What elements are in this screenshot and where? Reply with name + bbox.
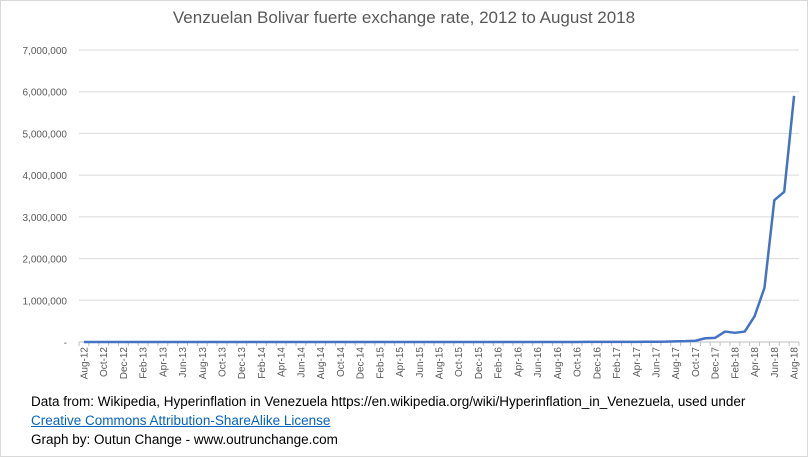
x-tick-label: Oct-15 bbox=[454, 347, 465, 377]
y-tick-label: 6,000,000 bbox=[23, 88, 68, 99]
x-tick-label: Jun-13 bbox=[178, 347, 189, 378]
x-tick-label: Aug-12 bbox=[79, 347, 90, 380]
x-tick-label: Dec-16 bbox=[592, 347, 603, 380]
y-tick-label: - bbox=[64, 338, 67, 349]
x-tick-label: Oct-16 bbox=[573, 347, 584, 377]
x-tick-label: Oct-13 bbox=[218, 347, 229, 377]
x-tick-label: Jun-18 bbox=[770, 347, 781, 378]
x-tick-label: Jun-14 bbox=[296, 347, 307, 378]
x-tick-label: Apr-17 bbox=[632, 347, 643, 377]
x-tick-label: Aug-16 bbox=[553, 347, 564, 380]
x-tick-label: Feb-18 bbox=[730, 347, 741, 379]
y-tick-label: 1,000,000 bbox=[23, 296, 68, 307]
x-tick-label: Dec-15 bbox=[474, 347, 485, 380]
x-tick-label: Aug-14 bbox=[316, 347, 327, 380]
x-tick-label: Aug-15 bbox=[435, 347, 446, 380]
x-tick-label: Oct-12 bbox=[99, 347, 110, 377]
x-tick-label: Apr-13 bbox=[158, 347, 169, 377]
x-tick-label: Aug-18 bbox=[790, 347, 801, 380]
x-tick-label: Apr-18 bbox=[750, 347, 761, 377]
x-tick-label: Feb-17 bbox=[612, 347, 623, 379]
x-tick-label: Apr-16 bbox=[513, 347, 524, 377]
x-tick-label: Apr-14 bbox=[277, 347, 288, 377]
source-note: Data from: Wikipedia, Hyperinflation in … bbox=[31, 394, 746, 409]
x-tick-label: Jun-16 bbox=[533, 347, 544, 378]
x-tick-label: Feb-13 bbox=[139, 347, 150, 379]
x-tick-label: Jun-17 bbox=[651, 347, 662, 378]
y-tick-label: 2,000,000 bbox=[23, 255, 68, 266]
x-tick-label: Oct-14 bbox=[336, 347, 347, 377]
x-tick-label: Apr-15 bbox=[395, 347, 406, 377]
x-tick-label: Aug-13 bbox=[198, 347, 209, 380]
x-tick-label: Jun-15 bbox=[415, 347, 426, 378]
x-tick-label: Dec-12 bbox=[119, 347, 130, 380]
x-tick-label: Feb-15 bbox=[375, 347, 386, 379]
x-tick-label: Feb-16 bbox=[494, 347, 505, 379]
license-link[interactable]: Creative Commons Attribution-ShareAlike … bbox=[31, 413, 331, 428]
y-tick-label: 7,000,000 bbox=[23, 46, 68, 57]
y-tick-label: 3,000,000 bbox=[23, 213, 68, 224]
x-tick-label: Dec-13 bbox=[237, 347, 248, 380]
y-tick-label: 5,000,000 bbox=[23, 129, 68, 140]
notes: Data from: Wikipedia, Hyperinflation in … bbox=[31, 392, 745, 449]
chart-title: Venzuelan Bolivar fuerte exchange rate, … bbox=[173, 8, 635, 27]
credit-note: Graph by: Outun Change - www.outrunchang… bbox=[31, 432, 338, 447]
data-line bbox=[83, 95, 796, 344]
chart: Venzuelan Bolivar fuerte exchange rate, … bbox=[23, 8, 801, 380]
x-tick-label: Oct-17 bbox=[691, 347, 702, 377]
y-tick-label: 4,000,000 bbox=[23, 171, 68, 182]
x-tick-label: Dec-17 bbox=[711, 347, 722, 380]
x-tick-label: Aug-17 bbox=[671, 347, 682, 380]
x-tick-label: Dec-14 bbox=[356, 347, 367, 380]
x-tick-label: Feb-14 bbox=[257, 347, 268, 379]
